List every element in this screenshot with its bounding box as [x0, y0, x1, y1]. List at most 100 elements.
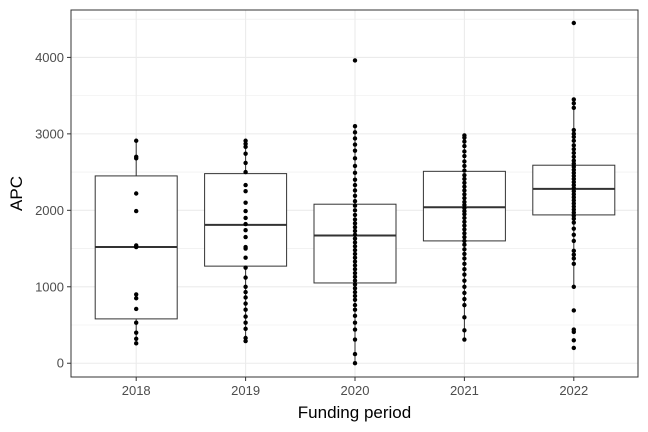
- data-point: [462, 143, 467, 149]
- data-point: [352, 136, 358, 141]
- data-point: [352, 289, 358, 295]
- data-point: [462, 172, 467, 178]
- data-point: [352, 251, 358, 257]
- data-point: [243, 284, 248, 289]
- data-point: [571, 173, 576, 179]
- data-point: [462, 261, 467, 267]
- y-tick-label: 2000: [35, 203, 64, 218]
- data-point: [352, 337, 358, 342]
- data-point: [462, 163, 467, 169]
- data-point: [352, 224, 358, 230]
- data-point: [352, 228, 358, 234]
- data-point: [352, 307, 358, 312]
- data-point: [243, 289, 248, 295]
- data-point: [243, 200, 248, 205]
- data-point: [462, 328, 467, 333]
- data-point: [571, 261, 576, 267]
- data-point: [462, 231, 467, 236]
- data-point: [462, 272, 467, 277]
- data-point: [462, 139, 467, 144]
- data-point: [571, 213, 576, 218]
- data-point: [571, 204, 576, 209]
- data-point: [462, 153, 467, 159]
- data-point: [352, 203, 358, 208]
- data-point: [352, 286, 358, 291]
- data-point: [571, 154, 576, 159]
- data-point: [352, 236, 358, 241]
- data-point: [352, 217, 358, 222]
- y-tick-label: 3000: [35, 126, 64, 141]
- data-point: [462, 192, 467, 197]
- data-point: [571, 164, 576, 169]
- data-point: [571, 226, 576, 231]
- data-point: [134, 306, 139, 312]
- data-point: [352, 327, 358, 332]
- data-point: [462, 290, 467, 296]
- data-point: [352, 255, 358, 260]
- data-point: [352, 221, 358, 226]
- data-point: [352, 188, 358, 193]
- data-point: [352, 297, 358, 302]
- data-point: [462, 215, 467, 221]
- data-point: [571, 167, 576, 172]
- data-point: [571, 210, 576, 215]
- y-axis-title: APC: [7, 176, 26, 211]
- data-point: [352, 130, 358, 135]
- data-point: [352, 58, 358, 63]
- data-point: [352, 263, 358, 268]
- axes: 0 1000 2000 3000 4000 2018 2019 2020 2021 2022: [35, 50, 588, 398]
- data-point: [352, 302, 358, 308]
- data-point: [352, 259, 358, 264]
- data-point: [243, 141, 248, 147]
- data-point: [352, 232, 358, 237]
- data-point: [571, 150, 576, 156]
- data-point: [571, 134, 576, 140]
- data-point: [462, 159, 467, 164]
- data-point: [462, 188, 467, 193]
- data-point: [352, 163, 358, 169]
- data-point: [462, 284, 467, 289]
- data-point: [571, 146, 576, 152]
- data-point: [571, 308, 576, 313]
- data-point: [352, 182, 358, 188]
- data-point: [243, 314, 248, 319]
- y-tick-label: 1000: [35, 279, 64, 294]
- data-point: [134, 191, 139, 196]
- data-point: [571, 207, 576, 212]
- data-point: [352, 282, 358, 287]
- data-point: [571, 20, 576, 26]
- data-point: [243, 234, 248, 240]
- data-point: [243, 275, 248, 280]
- data-point: [571, 182, 576, 188]
- x-tick-label: 2020: [341, 383, 370, 398]
- data-point: [571, 138, 576, 143]
- data-point: [352, 266, 358, 272]
- data-point: [352, 156, 358, 161]
- data-point: [243, 255, 248, 260]
- data-point: [243, 208, 248, 214]
- data-point: [462, 256, 467, 261]
- data-point: [134, 336, 139, 341]
- data-point: [352, 293, 358, 299]
- data-point: [571, 338, 576, 343]
- data-point: [243, 182, 248, 188]
- data-point: [462, 219, 467, 224]
- y-tick-label: 0: [57, 356, 64, 371]
- data-point: [352, 148, 358, 153]
- data-point: [352, 177, 358, 182]
- data-point: [243, 228, 248, 233]
- data-point: [571, 131, 576, 137]
- data-point: [462, 180, 467, 185]
- data-point: [134, 244, 139, 250]
- x-axis-title: Funding period: [298, 403, 411, 422]
- data-point: [462, 184, 467, 189]
- data-point: [134, 208, 139, 214]
- data-point: [352, 361, 358, 366]
- data-points: [134, 20, 576, 366]
- data-point: [352, 274, 358, 280]
- data-point: [462, 202, 467, 208]
- data-point: [243, 335, 248, 341]
- data-point: [243, 246, 248, 251]
- data-point: [462, 251, 467, 257]
- x-tick-label: 2019: [231, 383, 260, 398]
